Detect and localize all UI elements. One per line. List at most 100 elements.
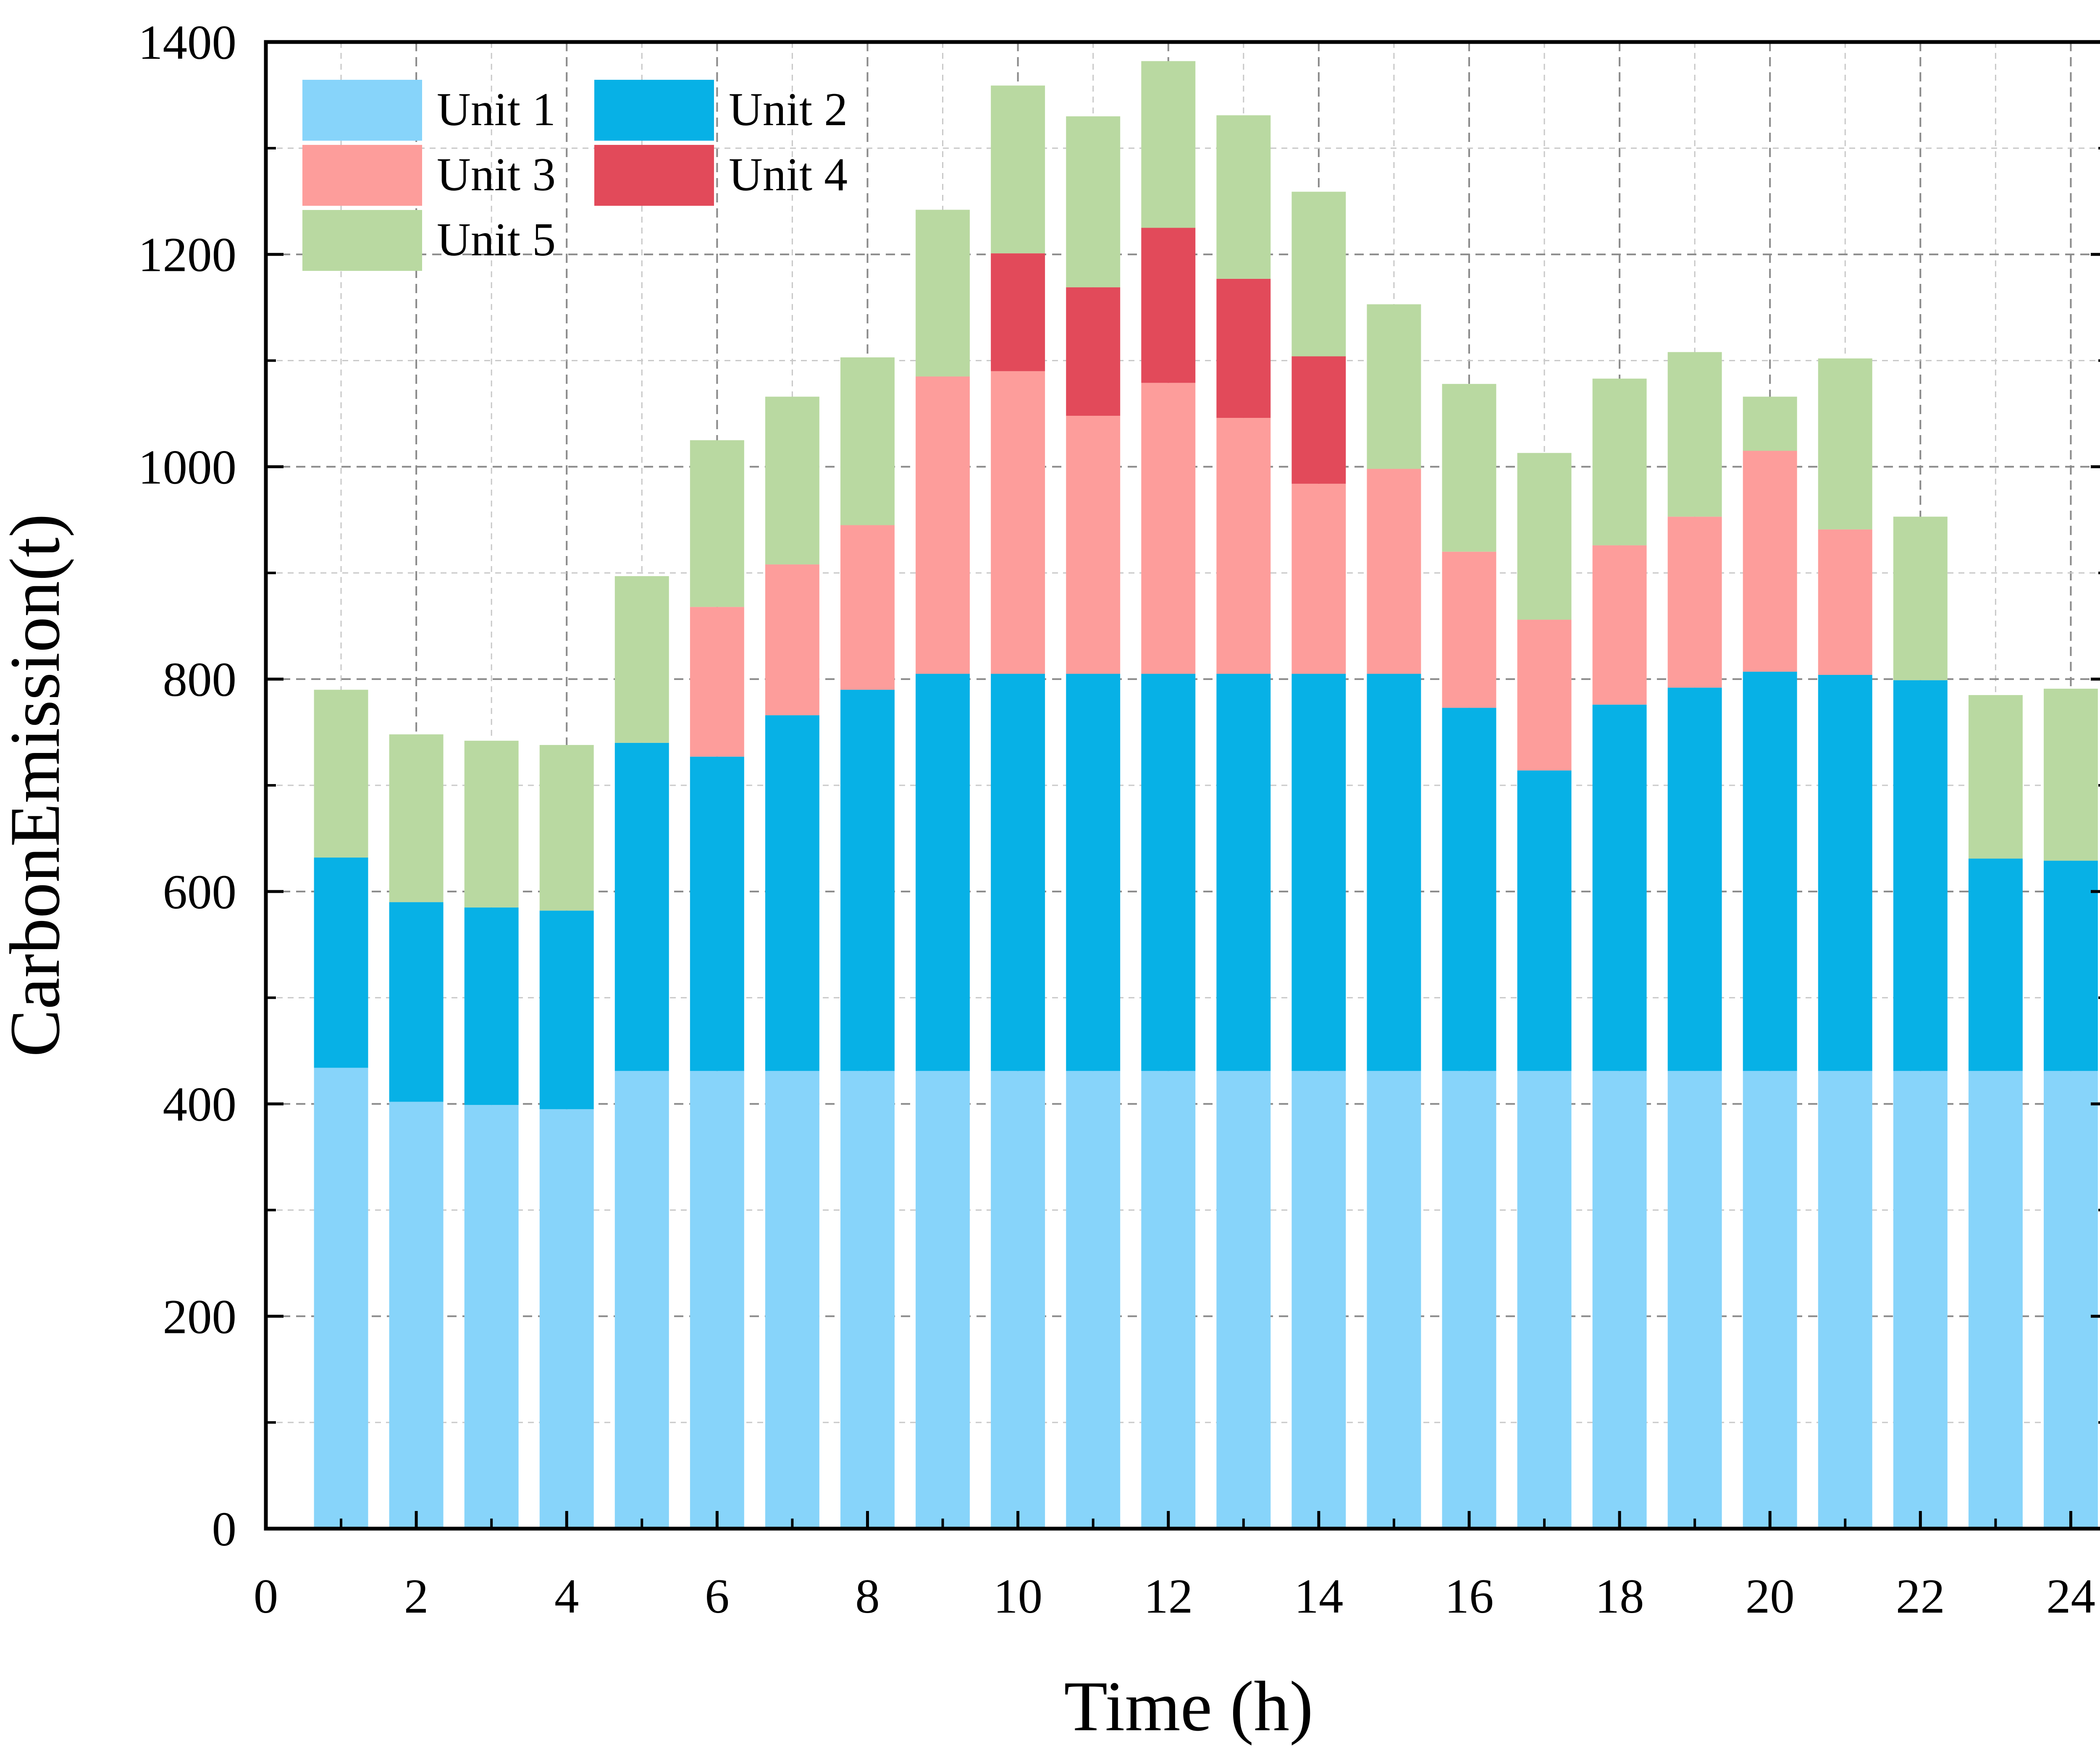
bar-segment-unit-1 bbox=[916, 1071, 970, 1529]
bar-segment-unit-1 bbox=[690, 1071, 744, 1529]
x-tick-label: 22 bbox=[1896, 1569, 1945, 1624]
legend-label: Unit 4 bbox=[729, 149, 848, 201]
bar-segment-unit-5 bbox=[1442, 384, 1496, 552]
y-axis-title: CarbonEmission(t) bbox=[0, 514, 74, 1057]
bar-segment-unit-5 bbox=[2044, 688, 2098, 861]
bar-segment-unit-5 bbox=[1968, 695, 2023, 859]
bar-segment-unit-3 bbox=[916, 376, 970, 674]
bar-segment-unit-3 bbox=[1517, 619, 1572, 771]
bar-segment-unit-2 bbox=[1442, 708, 1496, 1071]
axes: 0 2 4 6 8 10 12 14 16 18 20 22 240200400600800100012… bbox=[138, 16, 2100, 1624]
bar-segment-unit-3 bbox=[1592, 545, 1647, 705]
x-tick-label: 0 bbox=[254, 1569, 278, 1624]
legend-label: Unit 3 bbox=[437, 149, 556, 201]
legend-swatch bbox=[302, 80, 422, 141]
bar-segment-unit-3 bbox=[1066, 416, 1121, 674]
legend-item: Unit 5 bbox=[302, 210, 556, 271]
y-tick-label: 800 bbox=[163, 653, 237, 707]
x-axis-title: Time (h) bbox=[1064, 1667, 1313, 1746]
bar-segment-unit-1 bbox=[1066, 1071, 1121, 1529]
bar-segment-unit-2 bbox=[1141, 674, 1196, 1071]
bar-segment-unit-5 bbox=[1893, 517, 1948, 680]
bar-segment-unit-2 bbox=[1893, 680, 1948, 1071]
bar-segment-unit-4 bbox=[1066, 287, 1121, 416]
legend-swatch bbox=[302, 145, 422, 206]
x-tick-label: 8 bbox=[855, 1569, 880, 1624]
legend-item: Unit 3 bbox=[302, 145, 556, 206]
legend-swatch bbox=[594, 80, 714, 141]
y-tick-label: 200 bbox=[163, 1290, 237, 1344]
bar-segment-unit-1 bbox=[1968, 1071, 2023, 1529]
x-tick-label: 14 bbox=[1294, 1569, 1343, 1624]
bar-segment-unit-5 bbox=[916, 210, 970, 377]
bar-segment-unit-5 bbox=[690, 440, 744, 607]
bar-segment-unit-2 bbox=[2044, 860, 2098, 1071]
bar-segment-unit-3 bbox=[991, 371, 1045, 674]
legend-swatch bbox=[594, 145, 714, 206]
bar-segment-unit-5 bbox=[1141, 61, 1196, 228]
bar-segment-unit-5 bbox=[765, 396, 819, 565]
bar-segment-unit-2 bbox=[614, 742, 669, 1071]
bar-segment-unit-2 bbox=[1818, 675, 1872, 1071]
bar-segment-unit-5 bbox=[1517, 453, 1572, 620]
bar-segment-unit-3 bbox=[1367, 469, 1421, 674]
legend-swatch bbox=[302, 210, 422, 271]
bar-segment-unit-3 bbox=[1818, 529, 1872, 675]
bar-segment-unit-5 bbox=[614, 576, 669, 743]
x-tick-label: 10 bbox=[993, 1569, 1042, 1624]
bar-segment-unit-2 bbox=[1592, 704, 1647, 1071]
bar-segment-unit-1 bbox=[1141, 1071, 1196, 1529]
bar-segment-unit-2 bbox=[1743, 672, 1797, 1071]
bar-segment-unit-5 bbox=[1292, 192, 1346, 357]
x-tick-label: 18 bbox=[1595, 1569, 1644, 1624]
bar-segment-unit-1 bbox=[840, 1071, 895, 1529]
bar-segment-unit-1 bbox=[1667, 1071, 1722, 1529]
bar-segment-unit-3 bbox=[1141, 383, 1196, 674]
bar-segment-unit-1 bbox=[1367, 1071, 1421, 1529]
bar-segment-unit-3 bbox=[1216, 418, 1271, 674]
bar-segment-unit-1 bbox=[1442, 1071, 1496, 1529]
bar-segment-unit-4 bbox=[991, 253, 1045, 371]
bar-segment-unit-5 bbox=[1818, 358, 1872, 530]
bar-segment-unit-3 bbox=[1743, 451, 1797, 672]
bar-segment-unit-2 bbox=[1667, 687, 1722, 1071]
bar-segment-unit-1 bbox=[539, 1109, 594, 1529]
bar-segment-unit-3 bbox=[1667, 517, 1722, 688]
bar-segment-unit-2 bbox=[1968, 858, 2023, 1071]
bar-segment-unit-5 bbox=[314, 690, 368, 858]
bar-segment-unit-1 bbox=[2044, 1071, 2098, 1529]
legend-label: Unit 1 bbox=[437, 84, 556, 136]
bar-segment-unit-5 bbox=[464, 740, 519, 908]
y-tick-label: 600 bbox=[163, 865, 237, 919]
x-tick-label: 6 bbox=[705, 1569, 730, 1624]
bar-segment-unit-2 bbox=[314, 857, 368, 1068]
bar-segment-unit-1 bbox=[1292, 1071, 1346, 1529]
x-tick-label: 12 bbox=[1144, 1569, 1193, 1624]
bar-segment-unit-1 bbox=[389, 1102, 444, 1529]
bar-segment-unit-1 bbox=[1818, 1071, 1872, 1529]
bar-segment-unit-4 bbox=[1216, 278, 1271, 418]
bar-segment-unit-5 bbox=[840, 357, 895, 525]
bar-segment-unit-4 bbox=[1292, 356, 1346, 484]
bar-segment-unit-4 bbox=[1141, 228, 1196, 383]
bar-segment-unit-3 bbox=[1292, 483, 1346, 674]
bar-segment-unit-2 bbox=[916, 674, 970, 1071]
bar-segment-unit-3 bbox=[1442, 551, 1496, 708]
y-tick-label: 1400 bbox=[138, 16, 236, 70]
x-tick-label: 4 bbox=[554, 1569, 579, 1624]
bar-segment-unit-5 bbox=[1066, 116, 1121, 288]
bar-segment-unit-2 bbox=[1292, 674, 1346, 1071]
bar-segment-unit-2 bbox=[690, 756, 744, 1071]
bar-segment-unit-5 bbox=[1216, 115, 1271, 279]
x-tick-label: 2 bbox=[404, 1569, 429, 1624]
legend-item: Unit 2 bbox=[594, 80, 848, 141]
legend-item: Unit 1 bbox=[302, 80, 556, 141]
bar-segment-unit-2 bbox=[1066, 674, 1121, 1071]
bar-segment-unit-5 bbox=[1367, 304, 1421, 469]
bar-segment-unit-1 bbox=[464, 1105, 519, 1529]
bar-segment-unit-5 bbox=[991, 85, 1045, 254]
legend-label: Unit 5 bbox=[437, 214, 556, 266]
legend-item: Unit 4 bbox=[594, 145, 848, 206]
bar-segment-unit-1 bbox=[1743, 1071, 1797, 1529]
bar-segment-unit-2 bbox=[840, 690, 895, 1071]
